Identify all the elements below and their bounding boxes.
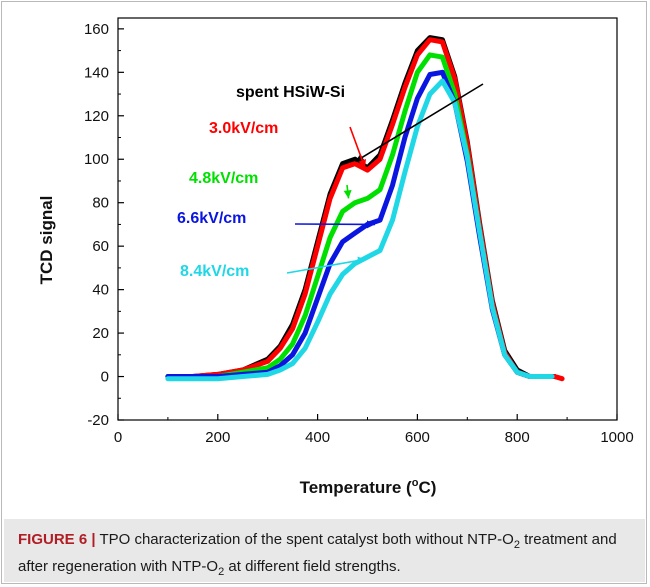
- series-line-5: [165, 78, 555, 382]
- tpo-chart: 0 200 400 600 800 1000 -20 0 20 40 60 80 100 120 140 16…: [37, 17, 634, 497]
- x-tick-label: 1000: [600, 429, 633, 446]
- annotation-arrow-head: [366, 220, 375, 229]
- annotation-label: 8.4kV/cm: [180, 263, 249, 280]
- annotation-label: 6.6kV/cm: [177, 210, 246, 227]
- y-tick-label: -20: [87, 412, 109, 429]
- annotation-arrow-line: [286, 258, 367, 274]
- axes-layer: 0 200 400 600 800 1000 -20 0 20 40 60 80 100 120 140 16…: [84, 17, 634, 446]
- y-tick-label: 120: [84, 108, 109, 125]
- x-tick-label: 0: [114, 429, 122, 446]
- y-tick-label: 20: [92, 325, 109, 342]
- y-tick-label: 0: [101, 369, 109, 386]
- y-tick-label: 140: [84, 64, 109, 81]
- annotation-layer: spent HSiW-Si 3.0kV/cm 4.8kV/cm 6.6kV/cm 8.4…: [177, 83, 484, 280]
- y-tick-label: 80: [92, 195, 109, 212]
- x-tick-label: 600: [405, 429, 430, 446]
- annotation-arrow-line: [355, 83, 484, 163]
- figure-caption: FIGURE 6 | TPO characterization of the s…: [4, 519, 645, 582]
- annotation-label: 4.8kV/cm: [189, 170, 258, 187]
- annotation-label: spent HSiW-Si: [236, 84, 345, 101]
- annotation-arrow-head: [357, 256, 367, 265]
- x-axis-title-part: C): [418, 478, 436, 497]
- series-layer: [165, 35, 565, 382]
- y-axis-title: TCD signal: [37, 196, 56, 285]
- y-tick-label: 100: [84, 151, 109, 168]
- annotation-label: 3.0kV/cm: [209, 120, 278, 137]
- figure-label: FIGURE 6 |: [18, 531, 96, 548]
- x-axis-title: Temperature (oC): [300, 477, 437, 497]
- annotation-arrow-head: [358, 159, 367, 168]
- y-tick-label: 60: [92, 238, 109, 255]
- x-tick-label: 200: [205, 429, 230, 446]
- x-tick-label: 400: [305, 429, 330, 446]
- y-tick-label: 40: [92, 282, 109, 299]
- y-tick-label: 160: [84, 21, 109, 38]
- caption-text: TPO characterization of the spent cataly…: [18, 531, 617, 578]
- x-axis-title-part: Temperature (: [300, 478, 412, 497]
- annotation-arrow-head: [343, 189, 352, 199]
- x-tick-label: 800: [505, 429, 530, 446]
- x-axis-title-degree: o: [412, 477, 419, 489]
